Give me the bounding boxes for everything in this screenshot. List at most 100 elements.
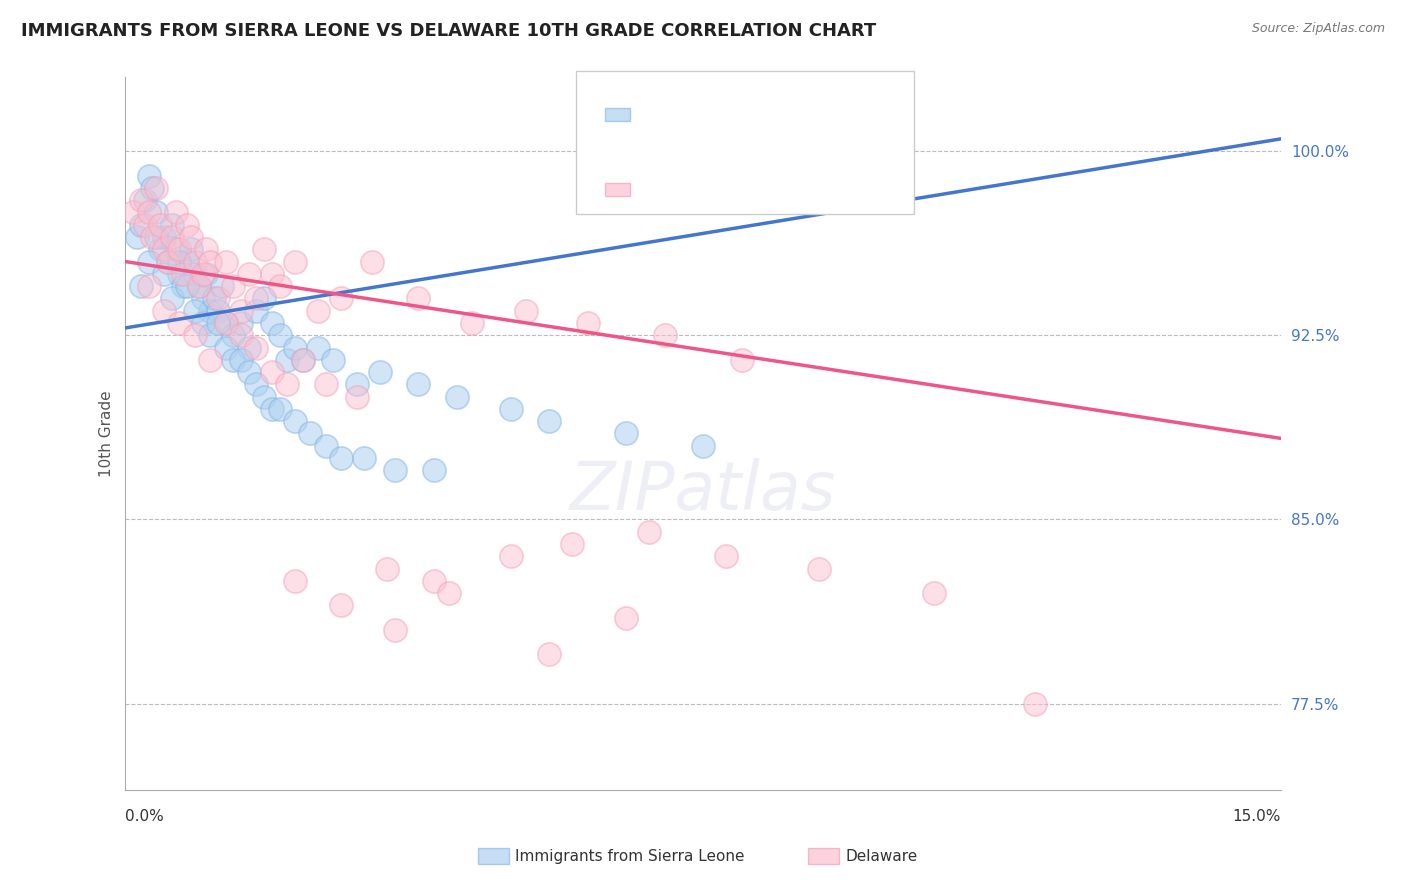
Text: -0.197: -0.197 xyxy=(679,174,738,192)
Point xyxy=(446,390,468,404)
Point xyxy=(169,243,191,257)
Point xyxy=(160,292,183,306)
Point xyxy=(200,352,222,367)
Point xyxy=(614,426,637,441)
Point xyxy=(169,316,191,330)
Point xyxy=(238,267,260,281)
Point xyxy=(1024,697,1046,711)
Point xyxy=(515,303,537,318)
Point xyxy=(377,561,399,575)
Point xyxy=(499,549,522,564)
Point xyxy=(156,254,179,268)
Point xyxy=(191,316,214,330)
Point xyxy=(214,316,236,330)
Point xyxy=(353,450,375,465)
Point xyxy=(731,352,754,367)
Point xyxy=(153,303,176,318)
Point xyxy=(176,279,198,293)
Point xyxy=(260,267,283,281)
Point xyxy=(499,401,522,416)
Point xyxy=(330,450,353,465)
Point xyxy=(284,414,307,428)
Point xyxy=(284,574,307,588)
Point xyxy=(141,230,163,244)
Point xyxy=(361,254,384,268)
Point xyxy=(406,292,429,306)
Point xyxy=(172,279,194,293)
Point xyxy=(307,303,329,318)
Point xyxy=(169,254,191,268)
Point xyxy=(153,243,176,257)
Point xyxy=(172,267,194,281)
Point xyxy=(169,267,191,281)
Point xyxy=(200,303,222,318)
Point xyxy=(330,292,353,306)
Point xyxy=(269,279,291,293)
Point xyxy=(229,352,252,367)
Point xyxy=(614,610,637,624)
Point xyxy=(134,218,156,232)
Point xyxy=(561,537,583,551)
Point xyxy=(176,218,198,232)
Point xyxy=(138,279,160,293)
Point xyxy=(145,181,167,195)
Point xyxy=(238,365,260,379)
Text: Delaware: Delaware xyxy=(845,849,917,863)
Point xyxy=(276,377,298,392)
Point xyxy=(437,586,460,600)
Point xyxy=(253,243,276,257)
Point xyxy=(245,377,267,392)
Point xyxy=(245,341,267,355)
Point xyxy=(260,401,283,416)
Point xyxy=(291,352,314,367)
Point xyxy=(125,230,148,244)
Point xyxy=(191,292,214,306)
Point xyxy=(187,279,209,293)
Point xyxy=(180,230,202,244)
Point xyxy=(422,463,444,477)
Point xyxy=(229,316,252,330)
Point xyxy=(368,365,391,379)
Text: N =: N = xyxy=(741,99,783,117)
Text: N =: N = xyxy=(748,174,790,192)
Point xyxy=(222,328,245,343)
Text: 0.0%: 0.0% xyxy=(125,809,165,824)
Point xyxy=(284,254,307,268)
Point xyxy=(156,254,179,268)
Point xyxy=(384,463,406,477)
Point xyxy=(245,303,267,318)
Point xyxy=(138,205,160,219)
Text: 70: 70 xyxy=(778,99,800,117)
Point xyxy=(260,365,283,379)
Point xyxy=(307,341,329,355)
Point xyxy=(134,193,156,207)
Text: 0.254: 0.254 xyxy=(679,99,731,117)
Point xyxy=(184,328,207,343)
Point xyxy=(253,390,276,404)
Point xyxy=(330,599,353,613)
Point xyxy=(245,292,267,306)
Point xyxy=(716,549,738,564)
Text: R =: R = xyxy=(640,99,676,117)
Text: R =: R = xyxy=(640,174,671,192)
Point xyxy=(229,328,252,343)
Point xyxy=(141,181,163,195)
Point xyxy=(195,267,218,281)
Text: IMMIGRANTS FROM SIERRA LEONE VS DELAWARE 10TH GRADE CORRELATION CHART: IMMIGRANTS FROM SIERRA LEONE VS DELAWARE… xyxy=(21,22,876,40)
Point xyxy=(214,316,236,330)
Point xyxy=(384,623,406,637)
Point xyxy=(214,341,236,355)
Point xyxy=(207,303,229,318)
Y-axis label: 10th Grade: 10th Grade xyxy=(100,390,114,477)
Point xyxy=(269,328,291,343)
Point xyxy=(153,267,176,281)
Point xyxy=(406,377,429,392)
Point xyxy=(291,352,314,367)
Point xyxy=(138,254,160,268)
Point xyxy=(538,414,561,428)
Point xyxy=(191,267,214,281)
Point xyxy=(346,377,368,392)
Point xyxy=(315,439,337,453)
Point xyxy=(576,316,599,330)
Point xyxy=(149,243,172,257)
